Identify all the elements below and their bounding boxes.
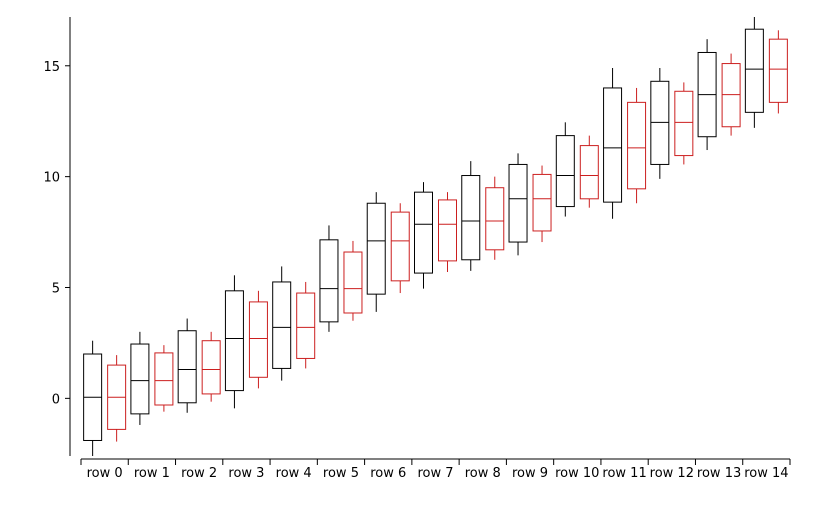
box-body [224,290,244,392]
box-body [508,163,528,243]
x-tick-label: row 8 [465,466,501,481]
y-axis: 0 5 10 15 [43,17,71,456]
x-tick-label: row 4 [276,466,312,481]
x-tick-label: row 11 [602,466,646,481]
box-body [603,87,623,203]
box-body [390,211,410,282]
box-body [555,135,575,208]
box-body [366,202,386,295]
box-body [579,145,599,200]
box-body [485,187,505,251]
box-body [414,191,433,274]
x-tick-label: row 14 [744,466,788,481]
x-axis: row 0 row 1 row 2 row 3 row 4 row 5 row 6 row 7… [80,458,791,481]
box-0-3 [224,275,244,409]
box-0-12 [650,67,670,179]
plot-area [83,17,788,456]
box-0-4 [272,266,292,381]
box-0-13 [697,39,717,151]
box-1-13 [721,53,741,136]
box-1-11 [627,87,647,204]
box-0-9 [508,153,528,256]
box-body [177,330,197,404]
box-1-3 [248,290,268,389]
box-body [130,343,150,415]
y-tick-label: 5 [52,281,60,296]
box-body [154,352,174,406]
x-tick-label: row 9 [512,466,548,481]
box-1-6 [390,203,410,294]
x-tick-label: row 7 [417,466,453,481]
box-1-5 [343,240,363,321]
box-body [768,38,788,103]
box-1-8 [485,176,505,260]
box-0-1 [130,331,150,425]
x-tick-label: row 0 [87,466,123,481]
box-1-0 [107,355,127,442]
box-body [461,175,481,261]
box-body [296,292,316,359]
box-body [674,90,694,157]
x-tick-label: row 12 [650,466,694,481]
series-group [83,17,764,456]
box-0-5 [319,225,339,332]
box-1-10 [579,135,599,208]
box-0-2 [177,318,197,413]
box-body [319,239,339,323]
box-body [650,80,670,165]
box-0-14 [744,17,764,128]
x-tick-label: row 13 [697,466,741,481]
box-1-12 [674,82,694,165]
box-0-11 [603,67,623,219]
box-body [201,340,221,395]
box-body [248,301,268,378]
box-body [721,63,741,128]
box-1-9 [532,165,552,243]
box-0-8 [461,161,481,271]
x-tick-label: row 2 [181,466,217,481]
box-0-6 [366,192,386,312]
x-tick-label: row 10 [555,466,599,481]
x-tick-label: row 3 [228,466,264,481]
box-1-7 [438,192,457,272]
box-1-4 [296,281,316,369]
box-1-14 [768,30,788,114]
x-tick-label: row 5 [323,466,359,481]
y-tick-label: 15 [43,60,60,75]
box-1-2 [201,331,221,402]
series-group [107,30,788,442]
box-body [343,251,363,314]
box-body [744,28,764,113]
box-0-10 [555,122,575,217]
x-tick-label: row 1 [134,466,170,481]
box-0-0 [83,340,103,456]
box-1-1 [154,345,174,412]
y-tick-label: 10 [43,171,60,186]
box-body [272,281,292,369]
x-tick-label: row 6 [370,466,406,481]
box-body [627,101,647,190]
box-body [532,173,552,232]
box-body [438,199,457,262]
box-0-7 [414,182,433,289]
y-tick-label: 0 [52,392,60,407]
